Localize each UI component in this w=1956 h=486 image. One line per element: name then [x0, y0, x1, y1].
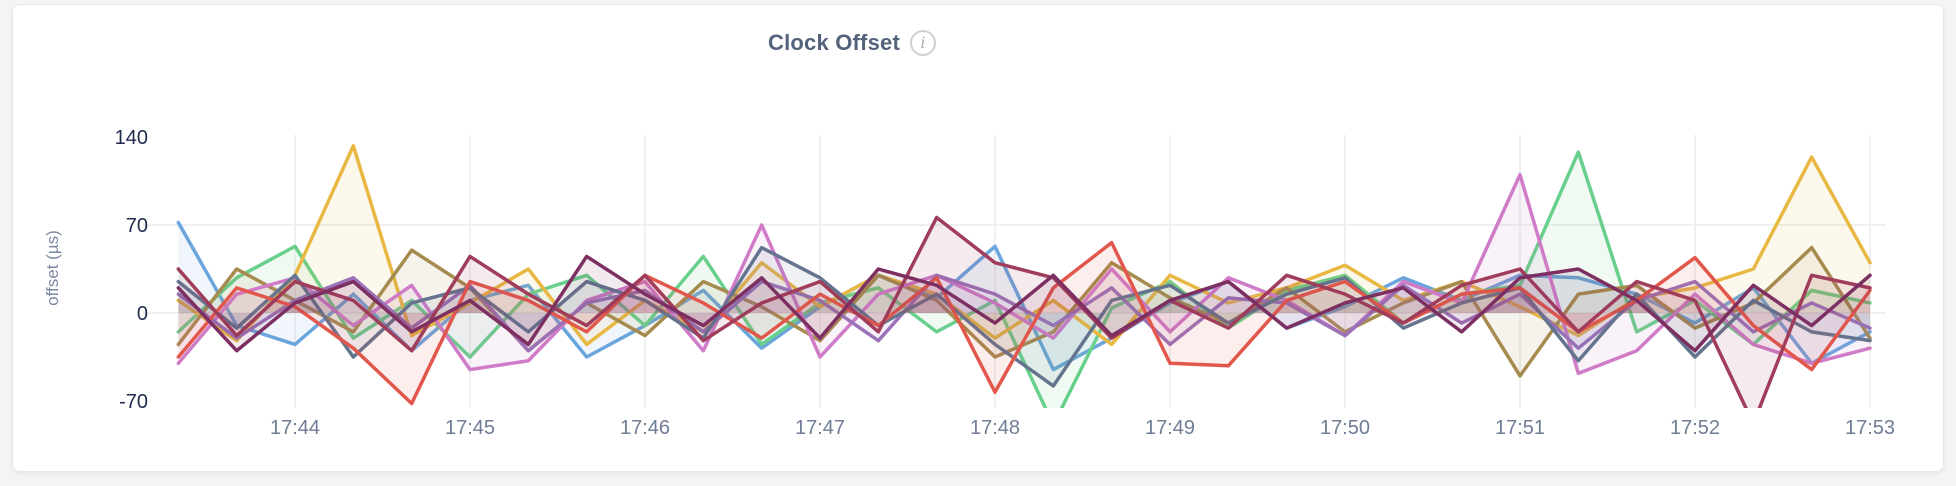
chart-title: Clock Offset	[768, 30, 900, 55]
info-icon[interactable]: i	[909, 30, 936, 56]
series-node-10	[176, 254, 1872, 353]
y-tick-label: 0	[137, 303, 148, 325]
series-line-node-5	[176, 172, 1872, 376]
series-line-node-4	[176, 245, 1872, 378]
series-node-7	[176, 245, 1872, 388]
y-tick-label: 140	[115, 127, 148, 149]
y-tick-label: 70	[126, 215, 148, 237]
x-tick-label: 17:49	[1145, 417, 1195, 439]
x-tick-label: 17:46	[620, 417, 670, 439]
series-node-4	[176, 245, 1872, 378]
chart-series	[176, 144, 1872, 408]
series-node-8	[176, 240, 1872, 406]
series-node-9	[176, 215, 1872, 408]
series-line-node-10	[176, 254, 1872, 353]
series-line-node-8	[176, 240, 1872, 406]
x-tick-label: 17:45	[445, 417, 495, 439]
x-tick-label: 17:50	[1320, 417, 1370, 439]
series-area-node-6	[178, 275, 1870, 351]
series-area-node-10	[178, 256, 1870, 351]
series-area-node-8	[178, 242, 1870, 404]
series-area-node-9	[178, 217, 1870, 408]
series-node-6	[176, 273, 1872, 353]
series-line-node-2	[176, 150, 1872, 408]
x-tick-label: 17:44	[270, 417, 320, 439]
y-tick-label: -70	[119, 391, 148, 413]
series-line-node-9	[176, 215, 1872, 408]
series-node-5	[176, 172, 1872, 376]
x-tick-label: 17:48	[970, 417, 1020, 439]
chart-axes: 140 70 0 -70 17:44 17:45 17:46 17:47 17:48 17:49 1…	[43, 127, 1895, 439]
x-tick-label: 17:53	[1845, 417, 1895, 439]
series-line-node-6	[176, 273, 1872, 353]
chart-header: Clock Offset i	[12, 30, 1692, 56]
x-tick-label: 17:52	[1670, 417, 1720, 439]
y-axis-label: offset (µs)	[43, 230, 62, 306]
x-tick-label: 17:51	[1495, 417, 1545, 439]
x-tick-label: 17:47	[795, 417, 845, 439]
chart-card	[12, 4, 1944, 472]
series-area-node-7	[178, 247, 1870, 386]
series-line-node-7	[176, 245, 1872, 388]
series-area-node-5	[178, 174, 1870, 374]
